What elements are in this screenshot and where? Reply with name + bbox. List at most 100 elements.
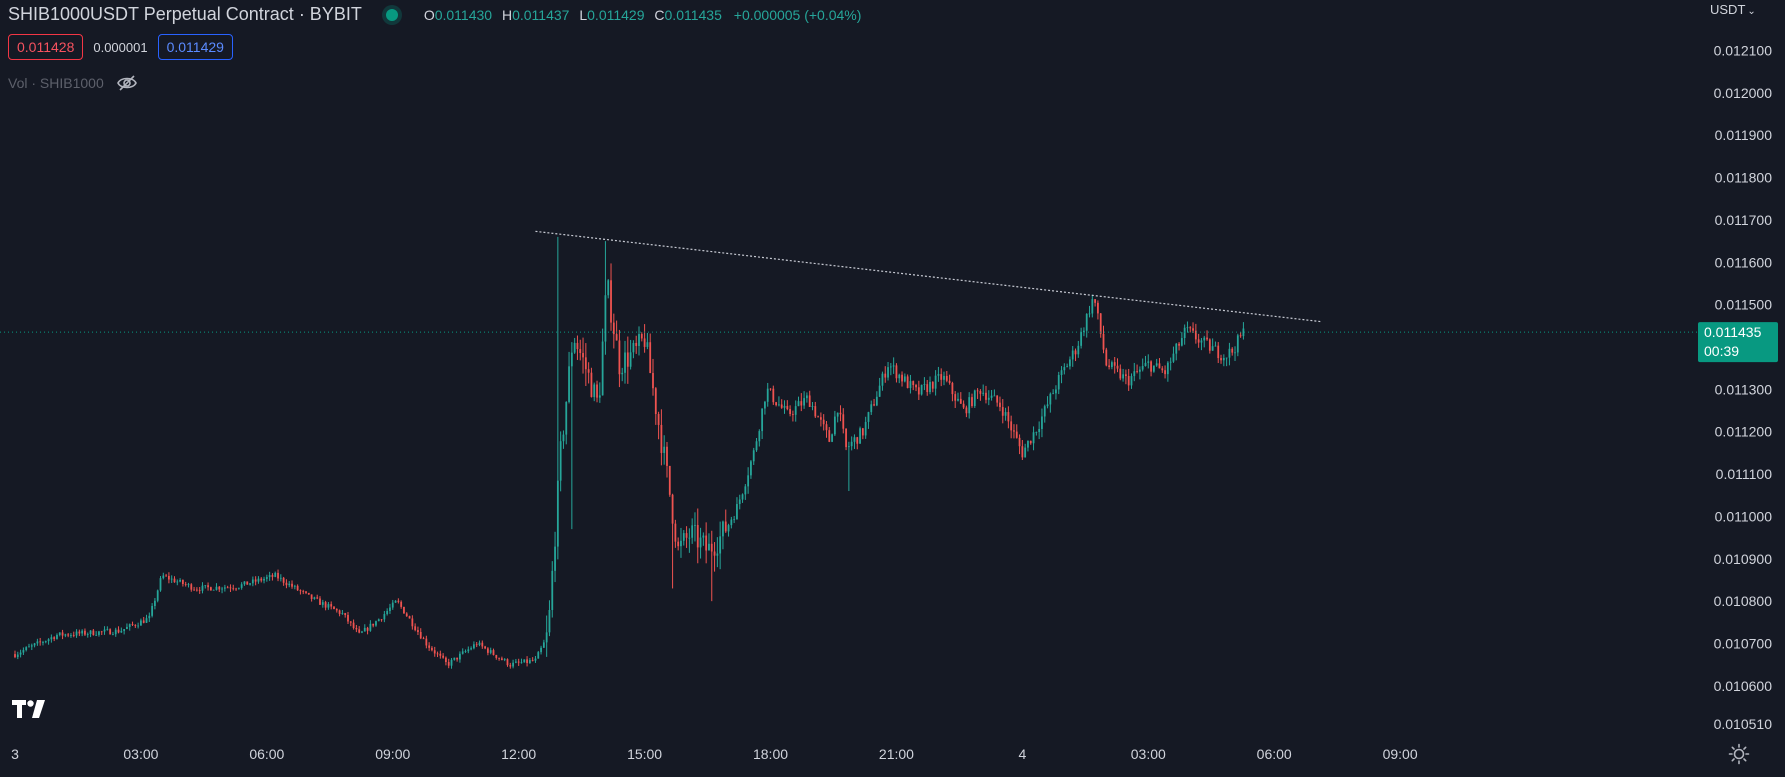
candle-body <box>1052 393 1055 395</box>
candle-body <box>831 434 833 442</box>
candle-body <box>355 627 358 630</box>
candle-body <box>856 437 859 444</box>
candle-body <box>1013 430 1015 432</box>
candle-body <box>819 417 822 420</box>
x-tick-label: 03:00 <box>1131 746 1166 762</box>
candle-body <box>1083 330 1085 332</box>
candle-body <box>103 629 106 632</box>
buy-button[interactable]: 0.011429 <box>157 34 233 60</box>
candle-body <box>1203 337 1206 341</box>
candle-body <box>811 406 814 407</box>
candle-body <box>668 465 671 495</box>
candle-body <box>643 338 646 347</box>
candle-body <box>330 604 333 607</box>
candle-body <box>263 578 265 581</box>
candle-body <box>201 585 204 591</box>
candle-body <box>1158 363 1161 369</box>
candle-body <box>985 392 987 400</box>
candle-body <box>498 657 500 659</box>
close-value: 0.011435 <box>664 6 722 23</box>
candle-body <box>1130 376 1133 386</box>
candle-body <box>898 374 901 379</box>
trendline[interactable] <box>535 230 1321 323</box>
eye-off-icon[interactable] <box>116 74 138 92</box>
candle-body <box>170 578 173 580</box>
candle-body <box>973 390 976 407</box>
candle-body <box>677 541 680 547</box>
candle-body <box>313 597 316 599</box>
symbol-title[interactable]: SHIB1000USDT Perpetual Contract · BYBIT <box>8 4 362 24</box>
candle-body <box>1063 367 1066 371</box>
spread-value: 0.000001 <box>93 39 148 55</box>
candle-body <box>109 629 112 635</box>
y-tick-label: 0.011300 <box>1715 381 1773 397</box>
y-tick-label: 0.011500 <box>1715 297 1773 313</box>
candle-body <box>176 581 179 583</box>
candle-body <box>56 634 58 639</box>
volume-label[interactable]: Vol · SHIB1000 <box>8 75 104 91</box>
candle-body <box>142 620 145 623</box>
candle-body <box>976 390 979 392</box>
candle-body <box>990 395 993 398</box>
candle-body <box>780 404 783 408</box>
candle-body <box>764 401 766 409</box>
candle-body <box>400 601 403 607</box>
candle-body <box>1183 327 1186 339</box>
candle-body <box>626 352 629 367</box>
candle-body <box>514 661 517 663</box>
candle-body <box>1144 362 1147 367</box>
candle-body <box>1080 331 1083 346</box>
candle-body <box>450 659 453 666</box>
x-tick-label: 03:00 <box>123 746 158 762</box>
candle-body <box>881 373 884 386</box>
candle-body <box>716 553 719 556</box>
candle-body <box>44 641 47 643</box>
y-tick-label: 0.010900 <box>1714 551 1773 567</box>
candle-body <box>845 428 847 448</box>
currency-selector[interactable]: USDT ⌄ <box>1710 2 1756 17</box>
candle-body <box>495 655 498 658</box>
candle-body <box>459 653 461 660</box>
candle-body <box>489 650 492 653</box>
candle-body <box>923 384 926 385</box>
candle-body <box>934 375 937 389</box>
candle-body <box>794 406 797 415</box>
candle-body <box>134 624 137 626</box>
candle-body <box>442 655 445 658</box>
candle-body <box>486 648 489 653</box>
candle-body <box>307 592 310 595</box>
candle-body <box>926 384 929 393</box>
candle-body <box>1055 389 1057 394</box>
candle-body <box>305 591 307 593</box>
candle-body <box>1141 366 1144 370</box>
candle-body <box>212 589 215 591</box>
candle-body <box>752 450 755 462</box>
candle-body <box>361 631 363 633</box>
candle-body <box>439 653 442 656</box>
candle-body <box>520 662 523 664</box>
candle-body <box>671 494 674 524</box>
candle-body <box>979 391 982 394</box>
candle-body <box>805 395 808 399</box>
price-axis[interactable]: 0.012100 0.012000 0.011900 0.011800 0.011700… <box>1714 42 1773 732</box>
candle-body <box>847 446 850 448</box>
gear-icon[interactable] <box>1728 743 1750 765</box>
candle-body <box>873 404 875 406</box>
last-price-countdown: 00:39 <box>1704 343 1739 359</box>
tradingview-logo-icon[interactable] <box>12 700 48 720</box>
candle-body <box>151 605 154 616</box>
x-tick-label: 06:00 <box>1257 746 1292 762</box>
candle-body <box>447 662 450 666</box>
candle-body <box>1222 358 1225 361</box>
candle-body <box>839 412 842 415</box>
candle-body <box>1231 348 1234 353</box>
candle-body <box>534 658 537 661</box>
candle-body <box>797 401 800 407</box>
candle-body <box>778 404 780 406</box>
candle-body <box>58 632 61 635</box>
sell-button[interactable]: 0.011428 <box>8 34 84 60</box>
time-axis[interactable]: 3 03:00 06:00 09:00 12:00 15:00 18:00 21:00 4 03:… <box>11 746 1418 762</box>
candle-body <box>565 401 568 435</box>
candle-body <box>750 461 752 476</box>
